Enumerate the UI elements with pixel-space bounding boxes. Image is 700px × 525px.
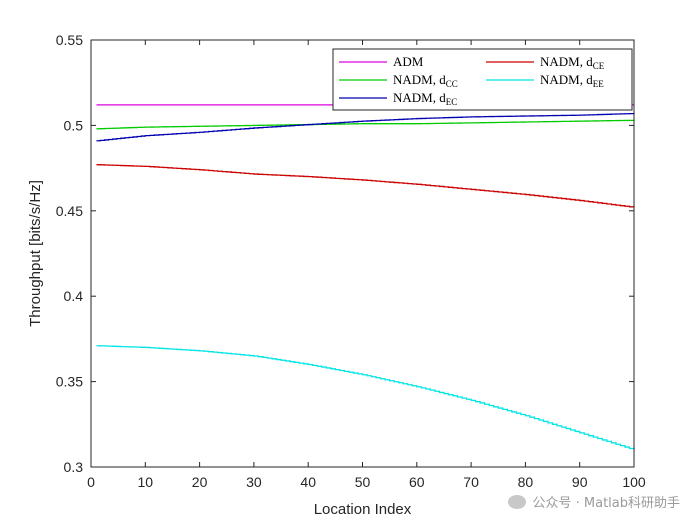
legend-subscript: CE — [593, 61, 605, 71]
y-tick-label: 0.45 — [56, 203, 83, 219]
legend-label: NADM, d — [393, 72, 446, 87]
x-tick-label: 40 — [300, 474, 316, 490]
y-tick-label: 0.35 — [56, 374, 83, 390]
y-axis-label: Throughput [bits/s/Hz] — [27, 180, 44, 327]
legend-entry: NADM, dEE — [540, 72, 604, 89]
series-line — [96, 112, 635, 142]
x-axis-label: Location Index — [314, 501, 412, 518]
y-tick-label: 0.3 — [64, 459, 84, 475]
wechat-icon — [508, 494, 527, 509]
legend-entry: NADM, dEC — [393, 90, 457, 107]
legend-subscript: EC — [446, 97, 458, 107]
watermark: 公众号 · Matlab科研助手 — [508, 492, 680, 511]
x-axis: 0 10 20 30 40 50 60 70 80 90 100 — [87, 40, 646, 490]
watermark-text: 公众号 · Matlab科研助手 — [532, 496, 680, 511]
legend-subscript: EE — [593, 79, 604, 89]
y-tick-label: 0.4 — [64, 288, 84, 304]
legend-entry: NADM, dCE — [540, 54, 605, 71]
x-tick-label: 0 — [87, 474, 95, 490]
series-line — [96, 164, 635, 208]
x-tick-label: 90 — [572, 474, 588, 490]
x-tick-label: 70 — [463, 474, 479, 490]
y-axis: 0.3 0.35 0.4 0.45 0.5 0.55 — [56, 32, 634, 475]
y-tick-label: 0.55 — [56, 32, 83, 48]
x-tick-label: 80 — [518, 474, 534, 490]
x-tick-label: 100 — [622, 474, 646, 490]
x-tick-label: 10 — [138, 474, 154, 490]
y-tick-label: 0.5 — [64, 117, 84, 133]
legend-subscript: CC — [446, 79, 458, 89]
legend-label: ADM — [393, 54, 424, 69]
series-line — [96, 345, 635, 450]
series-line — [96, 119, 635, 130]
legend-label: NADM, d — [540, 54, 593, 69]
plot-lines — [96, 104, 635, 450]
legend-entry: ADM — [393, 54, 424, 69]
x-tick-label: 20 — [192, 474, 208, 490]
x-tick-label: 60 — [409, 474, 425, 490]
x-tick-label: 50 — [355, 474, 371, 490]
x-tick-label: 30 — [246, 474, 262, 490]
legend-entry: NADM, dCC — [393, 72, 458, 89]
legend-label: NADM, d — [540, 72, 593, 87]
legend-label: NADM, d — [393, 90, 446, 105]
